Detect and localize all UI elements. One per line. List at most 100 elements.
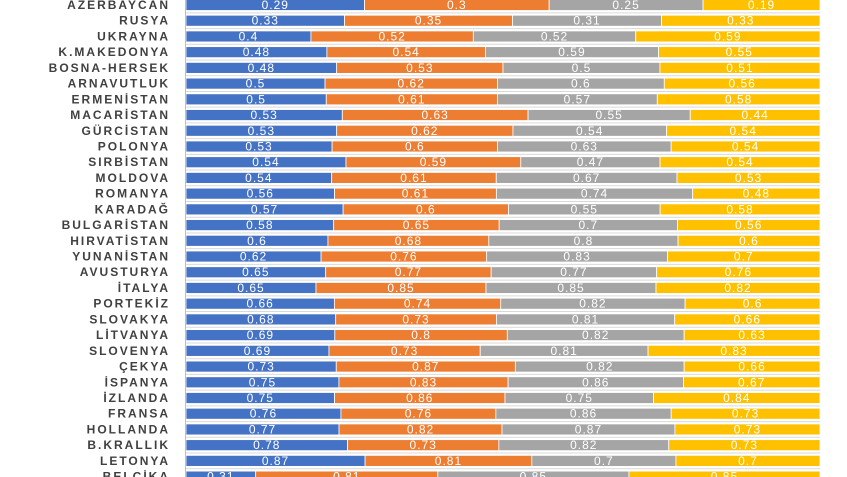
category-label: BELÇİKA bbox=[103, 469, 170, 477]
data-label: 0.53 bbox=[248, 124, 275, 138]
category-label: İSPANYA bbox=[105, 374, 170, 389]
data-label: 0.33 bbox=[252, 14, 279, 28]
bar-segment bbox=[661, 14, 821, 27]
data-label: 0.77 bbox=[249, 422, 276, 436]
data-label: 0.6 bbox=[416, 202, 436, 216]
data-label: 0.31 bbox=[207, 470, 234, 477]
data-label: 0.58 bbox=[246, 218, 273, 232]
data-label: 0.62 bbox=[240, 250, 267, 264]
category-label: K.MAKEDONYA bbox=[58, 45, 170, 59]
category-label: ROMANYA bbox=[95, 187, 170, 201]
bar-segment bbox=[656, 93, 821, 106]
data-label: 0.62 bbox=[411, 124, 438, 138]
bar-segment bbox=[684, 297, 821, 310]
data-label: 0.86 bbox=[406, 391, 433, 405]
category-label: SLOVENYA bbox=[89, 344, 170, 358]
data-label: 0.84 bbox=[723, 391, 750, 405]
data-label: 0.82 bbox=[724, 281, 751, 295]
category-label: ÇEKYA bbox=[119, 360, 170, 374]
category-label: GÜRCİSTAN bbox=[82, 123, 170, 138]
bar-segment bbox=[663, 77, 821, 90]
data-label: 0.56 bbox=[247, 187, 274, 201]
data-label: 0.58 bbox=[725, 92, 752, 106]
data-label: 0.87 bbox=[412, 360, 439, 374]
category-label: YUNANİSTAN bbox=[72, 249, 170, 264]
data-label: 0.76 bbox=[725, 265, 752, 279]
data-label: 0.62 bbox=[398, 77, 425, 91]
data-label: 0.56 bbox=[735, 218, 762, 232]
data-label: 0.29 bbox=[262, 0, 289, 12]
category-label: UKRAYNA bbox=[97, 29, 170, 43]
data-label: 0.48 bbox=[248, 61, 275, 75]
data-label: 0.67 bbox=[573, 171, 600, 185]
bar-segment bbox=[692, 187, 821, 200]
bar-segment bbox=[683, 360, 821, 373]
data-label: 0.7 bbox=[734, 250, 754, 264]
data-label: 0.56 bbox=[728, 77, 755, 91]
data-label: 0.81 bbox=[572, 312, 599, 326]
data-label: 0.69 bbox=[244, 344, 271, 358]
data-label: 0.52 bbox=[541, 29, 568, 43]
data-label: 0.63 bbox=[738, 328, 765, 342]
data-label: 0.54 bbox=[245, 171, 272, 185]
data-label: 0.78 bbox=[253, 438, 280, 452]
category-label: FRANSA bbox=[108, 407, 170, 421]
category-label: AZERBAYCAN bbox=[67, 0, 170, 12]
data-label: 0.73 bbox=[734, 422, 761, 436]
category-label: ERMENİSTAN bbox=[72, 91, 170, 106]
data-label: 0.85 bbox=[520, 470, 547, 477]
data-label: 0.73 bbox=[732, 407, 759, 421]
data-label: 0.3 bbox=[447, 0, 467, 12]
data-label: 0.87 bbox=[262, 454, 289, 468]
data-label: 0.81 bbox=[550, 344, 577, 358]
category-label: SLOVAKYA bbox=[89, 312, 170, 326]
category-label: HIRVATİSTAN bbox=[70, 233, 170, 248]
data-label: 0.82 bbox=[582, 328, 609, 342]
data-label: 0.76 bbox=[390, 250, 417, 264]
data-label: 0.19 bbox=[748, 0, 775, 12]
bar-segment bbox=[677, 234, 821, 247]
data-label: 0.69 bbox=[247, 328, 274, 342]
data-label: 0.53 bbox=[245, 139, 272, 153]
bar-segment bbox=[668, 439, 821, 452]
data-label: 0.44 bbox=[741, 108, 768, 122]
data-label: 0.75 bbox=[247, 391, 274, 405]
data-label: 0.51 bbox=[726, 61, 753, 75]
category-label: BULGARİSTAN bbox=[62, 217, 170, 232]
category-label: AVUSTURYA bbox=[80, 265, 170, 279]
category-label: İTALYA bbox=[118, 280, 170, 295]
data-label: 0.77 bbox=[395, 265, 422, 279]
bar-segment bbox=[659, 203, 821, 216]
data-label: 0.65 bbox=[242, 265, 269, 279]
data-label: 0.74 bbox=[404, 297, 431, 311]
data-label: 0.7 bbox=[738, 454, 758, 468]
data-label: 0.76 bbox=[405, 407, 432, 421]
data-label: 0.54 bbox=[392, 45, 419, 59]
data-label: 0.85 bbox=[711, 470, 738, 477]
data-label: 0.63 bbox=[421, 108, 448, 122]
data-label: 0.6 bbox=[739, 234, 759, 248]
category-label: PORTEKİZ bbox=[93, 296, 170, 311]
data-label: 0.73 bbox=[410, 438, 437, 452]
category-label: ARNAVUTLUK bbox=[68, 77, 170, 91]
data-label: 0.57 bbox=[251, 202, 278, 216]
data-label: 0.58 bbox=[726, 202, 753, 216]
data-label: 0.68 bbox=[247, 312, 274, 326]
data-label: 0.75 bbox=[566, 391, 593, 405]
category-label: MOLDOVA bbox=[96, 171, 170, 185]
data-label: 0.76 bbox=[250, 407, 277, 421]
data-label: 0.61 bbox=[402, 187, 429, 201]
bar-segment bbox=[656, 266, 821, 279]
bar-segment bbox=[674, 423, 821, 436]
data-label: 0.7 bbox=[578, 218, 598, 232]
data-label: 0.54 bbox=[252, 155, 279, 169]
data-label: 0.53 bbox=[250, 108, 277, 122]
data-label: 0.82 bbox=[407, 422, 434, 436]
data-label: 0.85 bbox=[557, 281, 584, 295]
data-label: 0.83 bbox=[410, 375, 437, 389]
category-label: SIRBİSTAN bbox=[88, 154, 170, 169]
data-label: 0.5 bbox=[246, 92, 266, 106]
data-label: 0.73 bbox=[402, 312, 429, 326]
data-label: 0.8 bbox=[574, 234, 594, 248]
